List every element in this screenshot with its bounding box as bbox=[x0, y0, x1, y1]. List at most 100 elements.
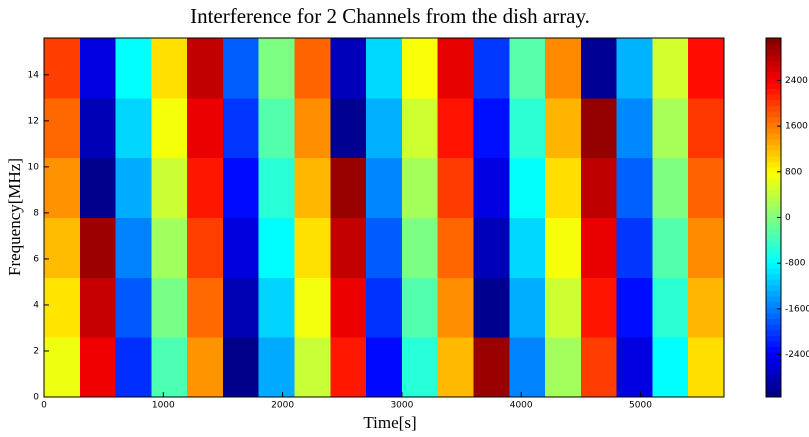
colorbar-swatch bbox=[766, 206, 781, 213]
colorbar-swatch bbox=[766, 183, 781, 190]
x-tick-label: 0 bbox=[41, 401, 47, 411]
heatmap-cell bbox=[151, 337, 188, 398]
heatmap-cell bbox=[366, 38, 403, 99]
plot-frame bbox=[43, 37, 725, 398]
heatmap-cell bbox=[509, 97, 546, 159]
colorbar-swatch bbox=[766, 54, 781, 61]
colorbar-swatch bbox=[766, 340, 781, 348]
heatmap-cell bbox=[330, 38, 367, 99]
colorbar-swatch bbox=[766, 251, 781, 258]
heatmap-cell bbox=[652, 277, 689, 338]
colorbar-swatch bbox=[766, 284, 781, 291]
colorbar-swatch bbox=[766, 312, 781, 319]
heatmap-cell bbox=[294, 38, 331, 99]
heatmap-cell bbox=[258, 97, 296, 159]
heatmap-cell bbox=[688, 97, 725, 159]
heatmap-cell bbox=[79, 157, 117, 218]
colorbar-swatch bbox=[766, 38, 781, 45]
heatmap-cell bbox=[473, 277, 510, 338]
x-tick-label: 1000 bbox=[152, 401, 175, 411]
heatmap-cell bbox=[401, 38, 439, 99]
heatmap-cell bbox=[222, 97, 260, 159]
colorbar-swatch bbox=[766, 116, 781, 123]
heatmap-cell bbox=[151, 157, 188, 218]
heatmap-cell bbox=[473, 157, 510, 218]
colorbar-swatch bbox=[766, 273, 781, 280]
colorbar-swatch bbox=[766, 279, 781, 286]
colorbar-swatch bbox=[766, 167, 781, 174]
colorbar-swatch bbox=[766, 133, 781, 140]
heatmap-cell bbox=[652, 337, 689, 398]
colorbar-swatch bbox=[766, 43, 781, 50]
heatmap-cell bbox=[401, 277, 439, 338]
heatmap-cell bbox=[258, 217, 296, 278]
heatmap-cell bbox=[222, 38, 260, 99]
heatmap-cell bbox=[401, 157, 439, 218]
colorbar-swatch bbox=[766, 110, 781, 118]
heatmap-cell bbox=[44, 277, 81, 338]
heatmap-cell bbox=[616, 157, 653, 218]
y-tick-label: 2 bbox=[33, 346, 39, 356]
heatmap-cell bbox=[366, 337, 403, 398]
heatmap-cell bbox=[652, 217, 689, 278]
heatmap-cell bbox=[688, 277, 725, 338]
colorbar-swatch bbox=[766, 290, 781, 297]
heatmap-cell bbox=[509, 217, 546, 278]
heatmap-cell bbox=[151, 97, 188, 159]
heatmap-cell bbox=[115, 337, 152, 398]
heatmap-cell bbox=[258, 277, 296, 338]
heatmap-cell bbox=[187, 157, 224, 218]
colorbar-swatch bbox=[766, 217, 781, 224]
heatmap-cell bbox=[151, 277, 188, 338]
colorbar-swatch bbox=[766, 307, 781, 314]
heatmap-cell bbox=[294, 217, 331, 278]
colorbar-swatch bbox=[766, 105, 781, 112]
colorbar-swatch bbox=[766, 200, 781, 207]
heatmap-cell bbox=[258, 38, 296, 99]
heatmap-cell bbox=[580, 337, 618, 398]
x-tick-label: 4000 bbox=[510, 401, 533, 411]
colorbar-swatch bbox=[766, 161, 781, 168]
x-tick-label: 3000 bbox=[390, 401, 413, 411]
heatmap-cell bbox=[616, 277, 653, 338]
heatmap-cell bbox=[222, 157, 260, 218]
heatmap-cell bbox=[437, 157, 474, 218]
heatmap-cell bbox=[473, 337, 510, 398]
heatmap-cell bbox=[545, 277, 582, 338]
colorbar-swatch bbox=[766, 357, 781, 364]
colorbar-swatch bbox=[766, 234, 781, 241]
heatmap-cell bbox=[115, 277, 152, 338]
chart-title: Interference for 2 Channels from the dis… bbox=[190, 4, 590, 28]
colorbar-swatch bbox=[766, 385, 781, 392]
heatmap-cell bbox=[44, 97, 81, 159]
colorbar-swatch bbox=[766, 324, 781, 331]
colorbar: -2400 -1600 -800 0 800 1600 2400 bbox=[765, 37, 809, 398]
colorbar-swatch bbox=[766, 77, 781, 84]
colorbar-swatch bbox=[766, 49, 781, 56]
heatmap-cell bbox=[652, 157, 689, 218]
colorbar-swatch bbox=[766, 239, 781, 247]
heatmap-cell bbox=[294, 337, 331, 398]
heatmap-cell bbox=[616, 217, 653, 278]
colorbar-swatch bbox=[766, 368, 781, 376]
heatmap-cell bbox=[330, 157, 367, 218]
colorbar-swatch bbox=[766, 211, 781, 218]
colorbar-tick-label: 2400 bbox=[785, 76, 808, 86]
heatmap-cell bbox=[366, 157, 403, 218]
colorbar-swatch bbox=[766, 138, 781, 146]
heatmap-cell bbox=[151, 217, 188, 278]
colorbar-swatch bbox=[766, 329, 781, 336]
y-tick-label: 8 bbox=[33, 208, 39, 218]
colorbar-swatch bbox=[766, 144, 781, 151]
colorbar-swatch bbox=[766, 256, 781, 263]
colorbar-swatch bbox=[766, 88, 781, 95]
y-tick-label: 12 bbox=[28, 116, 39, 126]
heatmap-cell bbox=[294, 277, 331, 338]
y-tick-label: 0 bbox=[33, 393, 39, 403]
colorbar-swatch bbox=[766, 178, 781, 185]
heatmap-cell bbox=[616, 337, 653, 398]
heatmap-cell bbox=[79, 97, 117, 159]
colorbar-tick-label: -1600 bbox=[785, 304, 809, 314]
heatmap-cell bbox=[401, 97, 439, 159]
colorbar-swatch bbox=[766, 352, 781, 359]
